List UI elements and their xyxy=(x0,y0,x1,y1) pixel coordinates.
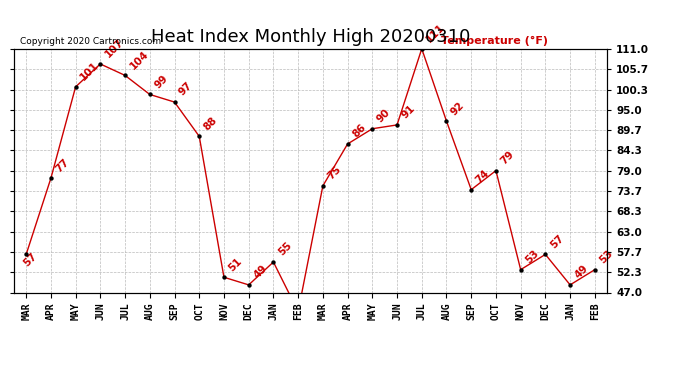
Text: 90: 90 xyxy=(375,107,393,124)
Text: 92: 92 xyxy=(449,100,466,117)
Point xyxy=(95,61,106,67)
Text: 111: 111 xyxy=(424,22,447,45)
Title: Heat Index Monthly High 20200310: Heat Index Monthly High 20200310 xyxy=(151,28,470,46)
Point xyxy=(219,274,230,280)
Point xyxy=(169,99,180,105)
Text: 53: 53 xyxy=(598,248,615,266)
Point xyxy=(441,118,452,124)
Text: 51: 51 xyxy=(227,256,244,273)
Point xyxy=(21,251,32,257)
Point xyxy=(268,259,279,265)
Point xyxy=(540,251,551,257)
Text: 74: 74 xyxy=(474,168,491,186)
Point xyxy=(367,126,378,132)
Text: 101: 101 xyxy=(79,60,101,82)
Point xyxy=(119,72,130,78)
Text: 57: 57 xyxy=(22,251,39,268)
Point xyxy=(342,141,353,147)
Text: 88: 88 xyxy=(202,115,219,132)
Text: Copyright 2020 Cartronics.com: Copyright 2020 Cartronics.com xyxy=(20,38,161,46)
Text: 86: 86 xyxy=(351,123,368,140)
Text: 53: 53 xyxy=(524,248,541,266)
Point xyxy=(144,92,155,98)
Text: 97: 97 xyxy=(177,81,195,98)
Point xyxy=(46,175,57,181)
Text: 79: 79 xyxy=(499,149,516,166)
Point xyxy=(293,309,304,315)
Text: 91: 91 xyxy=(400,104,417,121)
Text: 57: 57 xyxy=(548,233,566,250)
Point xyxy=(243,282,254,288)
Point xyxy=(194,134,205,140)
Text: 49: 49 xyxy=(251,263,269,281)
Text: 104: 104 xyxy=(128,49,150,71)
Point xyxy=(466,187,477,193)
Text: 55: 55 xyxy=(276,240,293,258)
Point xyxy=(515,267,526,273)
Point xyxy=(391,122,402,128)
Text: 49: 49 xyxy=(573,263,590,281)
Point xyxy=(564,282,575,288)
Text: 77: 77 xyxy=(54,157,71,174)
Point xyxy=(589,267,600,273)
Text: 99: 99 xyxy=(152,73,170,90)
Point xyxy=(317,183,328,189)
Text: 107: 107 xyxy=(103,37,126,60)
Point xyxy=(416,46,427,52)
Text: Temperature (°F): Temperature (°F) xyxy=(441,36,548,46)
Point xyxy=(491,168,502,174)
Text: 75: 75 xyxy=(326,164,343,182)
Point xyxy=(70,84,81,90)
Text: 42: 42 xyxy=(0,374,1,375)
